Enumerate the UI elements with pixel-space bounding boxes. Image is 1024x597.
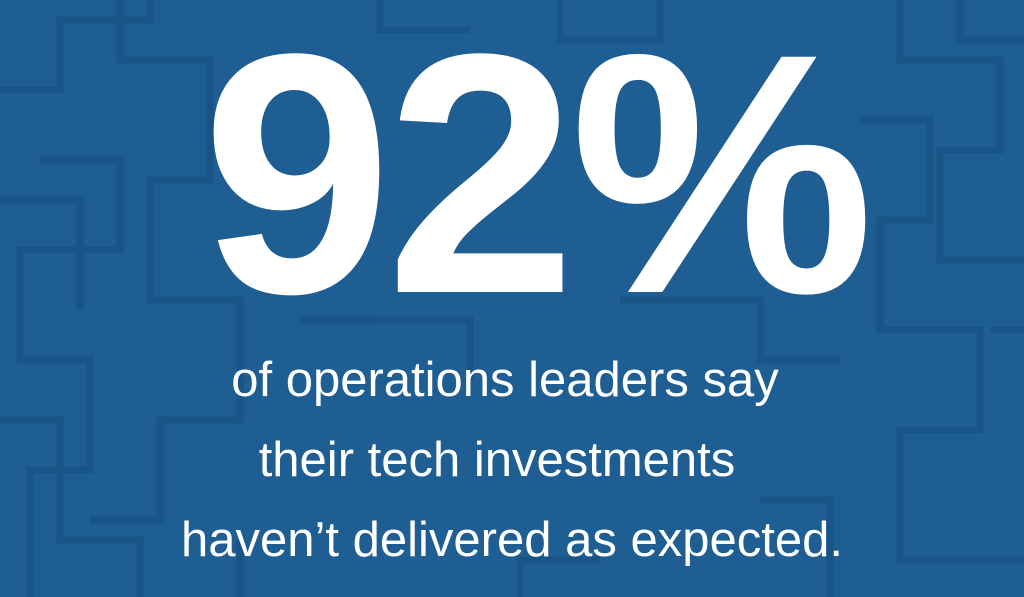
caption-line: haven’t delivered as expected. — [181, 513, 843, 567]
caption-line: their tech investments — [259, 433, 736, 487]
caption-line: of operations leaders say — [231, 353, 779, 407]
stat-value: 92% — [202, 0, 870, 365]
